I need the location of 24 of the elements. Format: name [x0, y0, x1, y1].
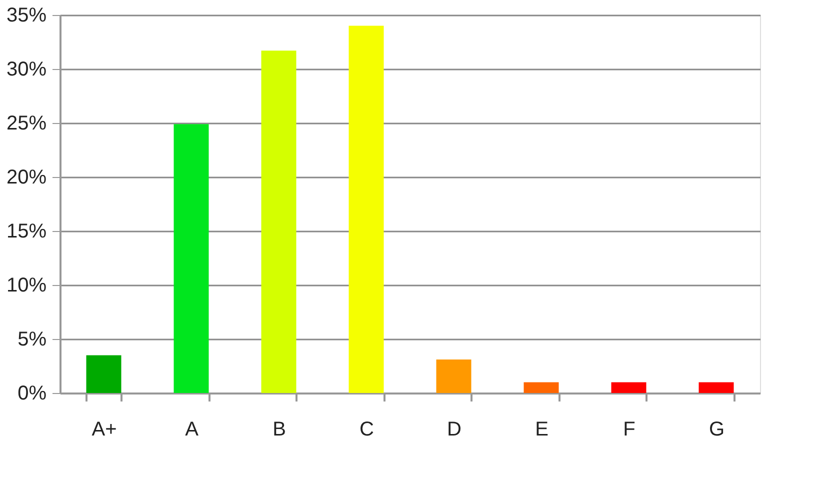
- x-tick-label: E: [535, 418, 548, 440]
- bar: [611, 382, 646, 393]
- y-tick-label: 20%: [6, 166, 47, 188]
- bar: [698, 382, 734, 393]
- x-tick-label: F: [623, 418, 636, 440]
- y-tick-label: 30%: [6, 58, 47, 80]
- bar: [174, 124, 209, 393]
- bar: [348, 26, 384, 393]
- x-tick-label: G: [708, 418, 725, 440]
- y-tick-label: 10%: [6, 274, 47, 296]
- y-tick-label: 35%: [6, 4, 47, 26]
- bar: [524, 382, 559, 393]
- y-tick-label: 5%: [18, 328, 47, 350]
- x-tick-label: B: [272, 418, 286, 440]
- x-tick-label: D: [447, 418, 462, 440]
- x-tick-label: A: [185, 418, 200, 440]
- bar: [86, 355, 122, 393]
- x-tick-label: A+: [92, 418, 117, 440]
- bar: [436, 360, 472, 393]
- bar: [261, 50, 296, 393]
- y-tick-label: 15%: [6, 220, 47, 242]
- y-tick-label: 0%: [18, 382, 47, 404]
- x-tick-label: C: [360, 418, 374, 440]
- y-tick-label: 25%: [6, 112, 47, 134]
